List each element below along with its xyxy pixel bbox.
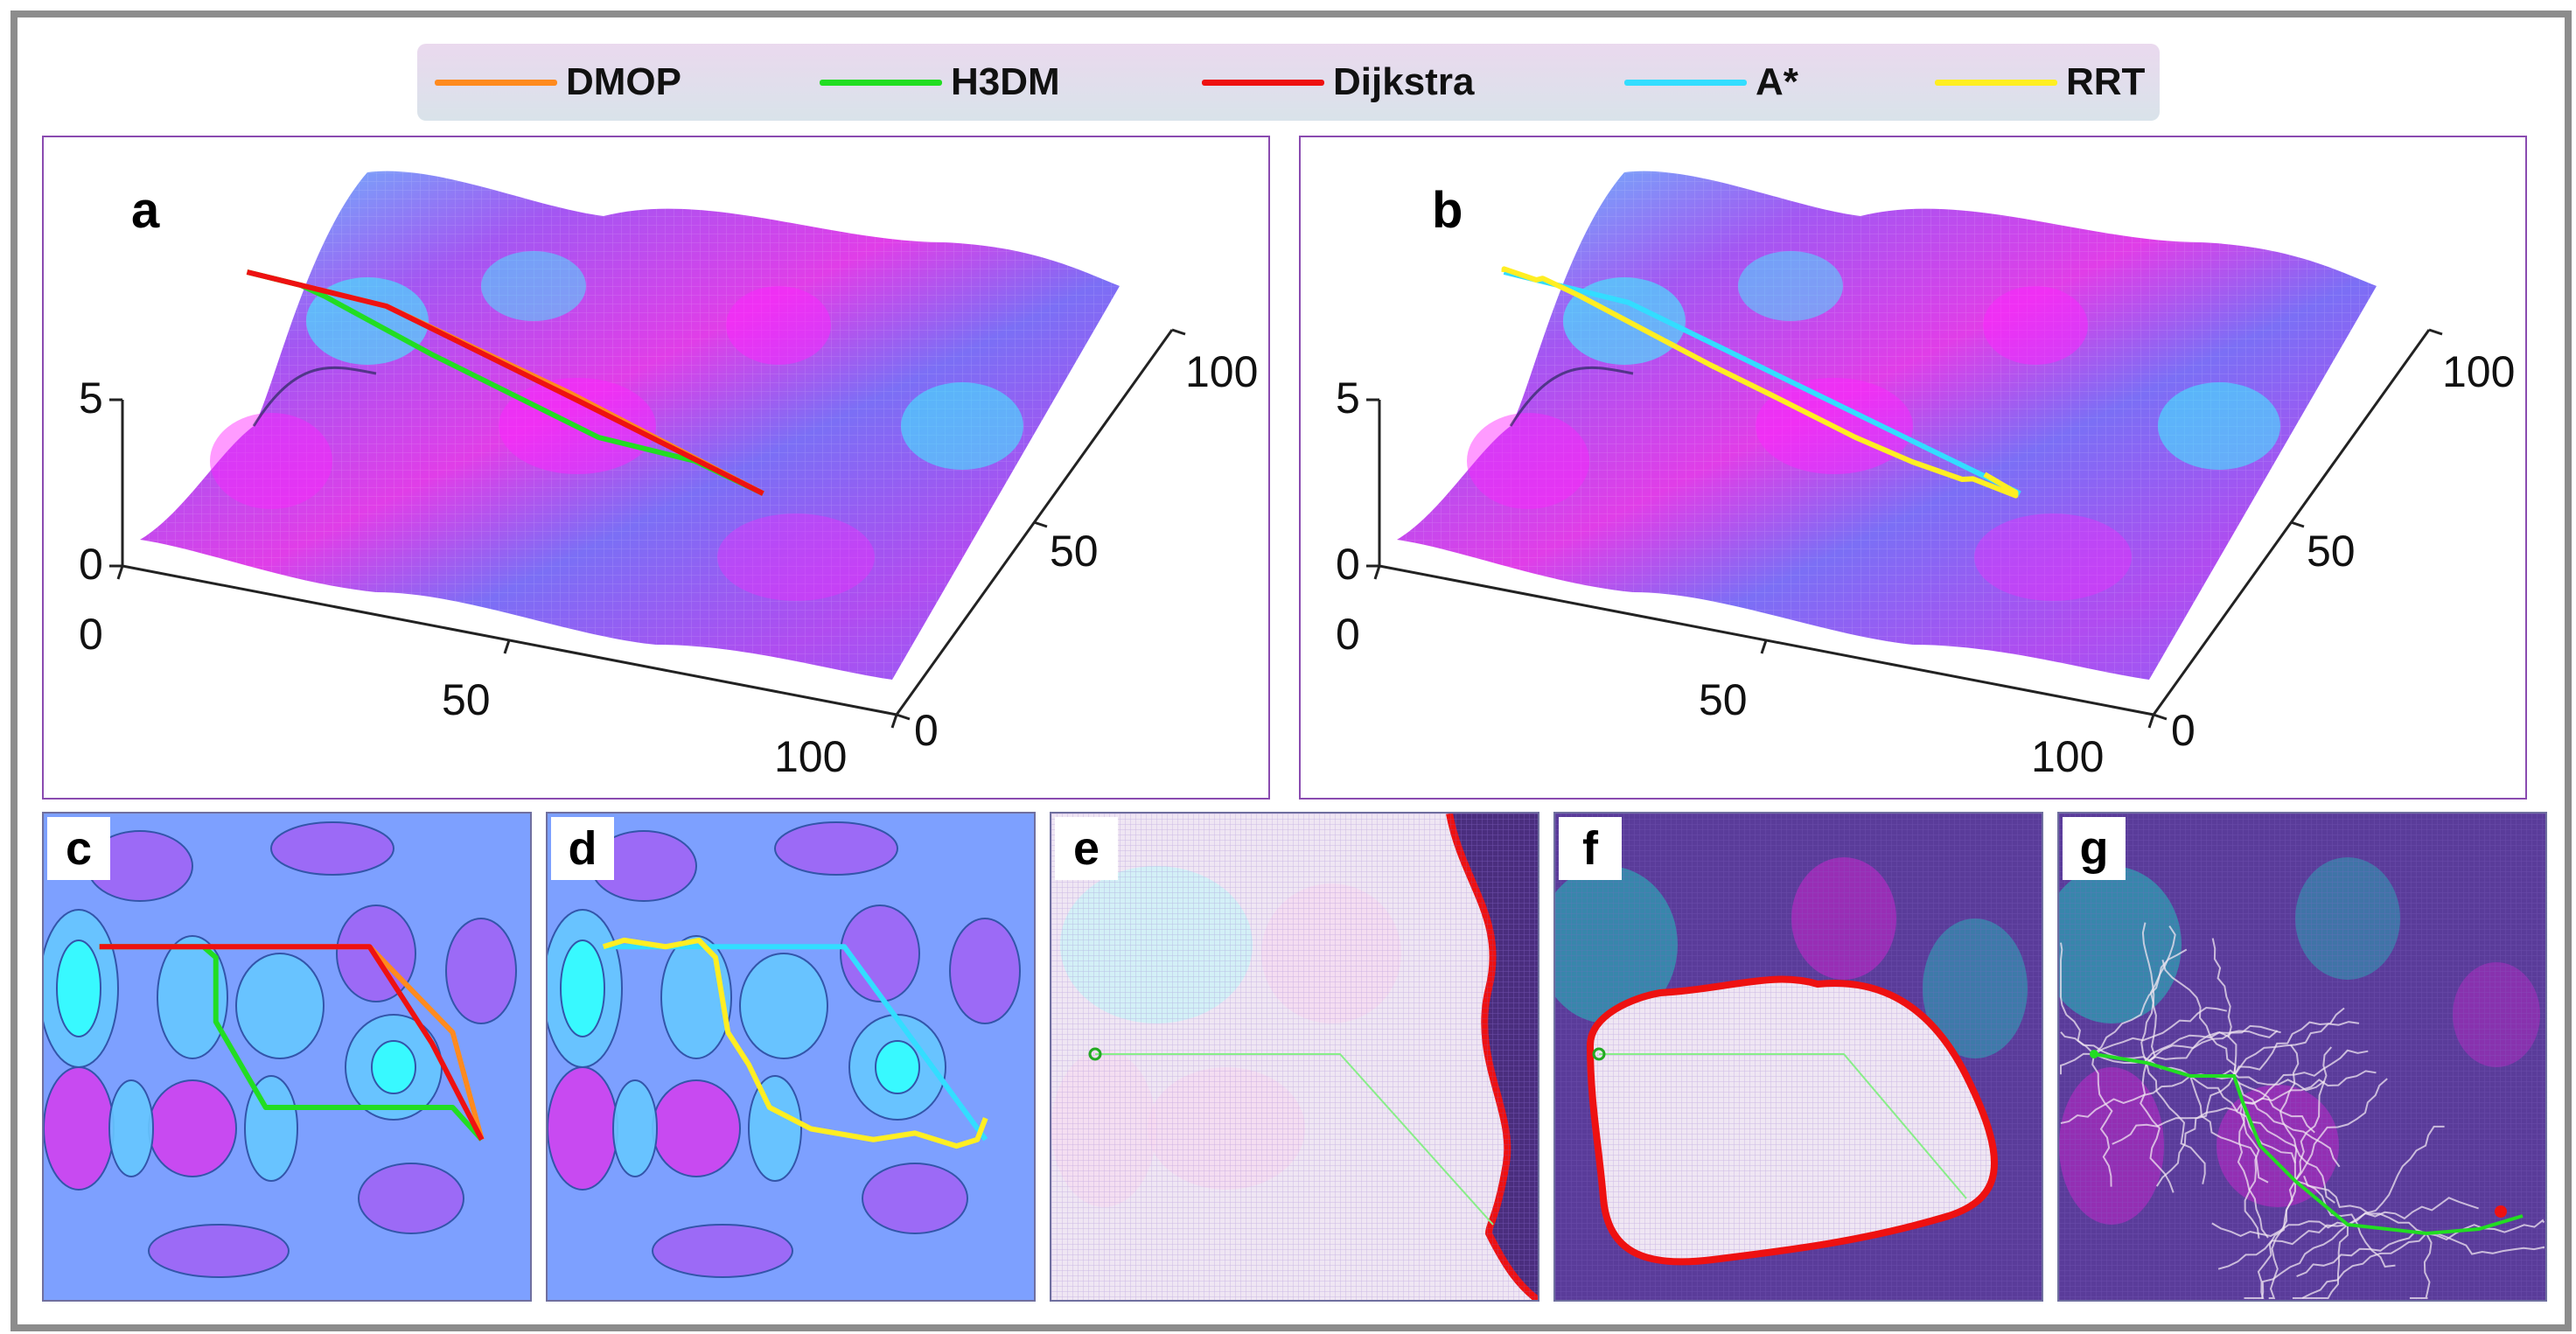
panel-b-x-tick-50: 50: [1699, 675, 1748, 724]
legend-label-astar: A*: [1756, 60, 1798, 103]
legend-line-dijkstra: [1202, 79, 1324, 86]
panel-b-x-tick-100: 100: [2031, 732, 2104, 781]
panel-b-surface: [1397, 171, 2377, 681]
legend-label-rrt: RRT: [2066, 60, 2146, 103]
panel-a-3d-surface: a: [42, 136, 1270, 800]
figure-frame: [10, 10, 2572, 1331]
legend-entry-dijkstra: Dijkstra: [1202, 44, 1474, 121]
panel-f-letter: f: [1559, 817, 1622, 880]
panel-a-y-tick-100: 100: [1185, 347, 1258, 396]
panel-b-z-tick-0: 0: [1336, 540, 1360, 589]
panel-b-x-tick-0: 0: [1336, 610, 1360, 659]
panel-b-y-tick-0: 0: [2171, 706, 2196, 755]
panel-d-svg: [548, 814, 1034, 1300]
panel-c-svg: [44, 814, 530, 1300]
panel-c-letter: c: [47, 817, 110, 880]
legend-entry-h3dm: H3DM: [820, 44, 1060, 121]
legend-line-h3dm: [820, 79, 942, 86]
legend-line-astar: [1624, 79, 1747, 86]
panel-b-3d-surface: b 5 0 0 50 100 0 50 100: [1299, 136, 2527, 800]
panel-a-svg: 5 0 0 50 100 0 50 100: [79, 171, 1258, 781]
panel-b-paths: [1501, 266, 2021, 499]
path-a-d: [603, 944, 988, 1142]
panel-c-paths: [99, 944, 485, 1142]
legend-entry-rrt: RRT: [1935, 44, 2145, 121]
panel-a-y-tick-50: 50: [1050, 527, 1099, 576]
panel-a-x-tick-0: 0: [79, 610, 103, 659]
panel-d-contour: d: [546, 812, 1036, 1302]
panel-b-z-tick-5: 5: [1336, 374, 1360, 423]
legend-line-dmop: [435, 79, 557, 86]
legend-label-dijkstra: Dijkstra: [1333, 60, 1475, 103]
panel-d-paths: [602, 937, 988, 1149]
panel-e-svg: [1051, 814, 1538, 1300]
panel-g-svg: [2059, 814, 2545, 1300]
legend-label-h3dm: H3DM: [951, 60, 1060, 103]
legend-label-dmop: DMOP: [566, 60, 681, 103]
panel-b-y-tick-50: 50: [2307, 527, 2356, 576]
panel-e-letter: e: [1055, 817, 1118, 880]
legend: DMOP H3DM Dijkstra A* RRT: [417, 44, 2160, 121]
panel-b-letter: b: [1432, 182, 1463, 239]
legend-line-rrt: [1935, 79, 2057, 86]
panel-b-axes: [1366, 328, 2443, 729]
panel-a-axes: [109, 328, 1186, 729]
panel-d-contours: [548, 821, 1021, 1278]
legend-entry-dmop: DMOP: [435, 44, 681, 121]
panel-a-x-tick-100: 100: [774, 732, 847, 781]
panel-a-letter: a: [131, 182, 160, 239]
path-rrt-d: [602, 937, 988, 1149]
panel-b-y-tick-100: 100: [2442, 347, 2515, 396]
path-dijkstra-c: [99, 944, 485, 1142]
panel-a-paths: [246, 269, 764, 496]
path-rrt-b: [1501, 266, 2019, 499]
panel-a-x-tick-50: 50: [442, 675, 491, 724]
path-dijkstra-a: [246, 269, 764, 496]
legend-entry-astar: A*: [1624, 44, 1798, 121]
panel-a-z-tick-0: 0: [79, 540, 103, 589]
panel-a-y-tick-0: 0: [914, 706, 939, 755]
panel-g-letter: g: [2063, 817, 2126, 880]
panel-g-rrt-tree: g: [2057, 812, 2547, 1302]
panel-b-svg: 5 0 0 50 100 0 50 100: [1336, 171, 2515, 781]
panel-a-z-tick-5: 5: [79, 374, 103, 423]
panel-f-search-grid: f: [1553, 812, 2043, 1302]
panel-d-letter: d: [551, 817, 614, 880]
panel-e-search-grid: e: [1050, 812, 1539, 1302]
panel-c-contour: c: [42, 812, 532, 1302]
panel-f-svg: [1555, 814, 2042, 1300]
